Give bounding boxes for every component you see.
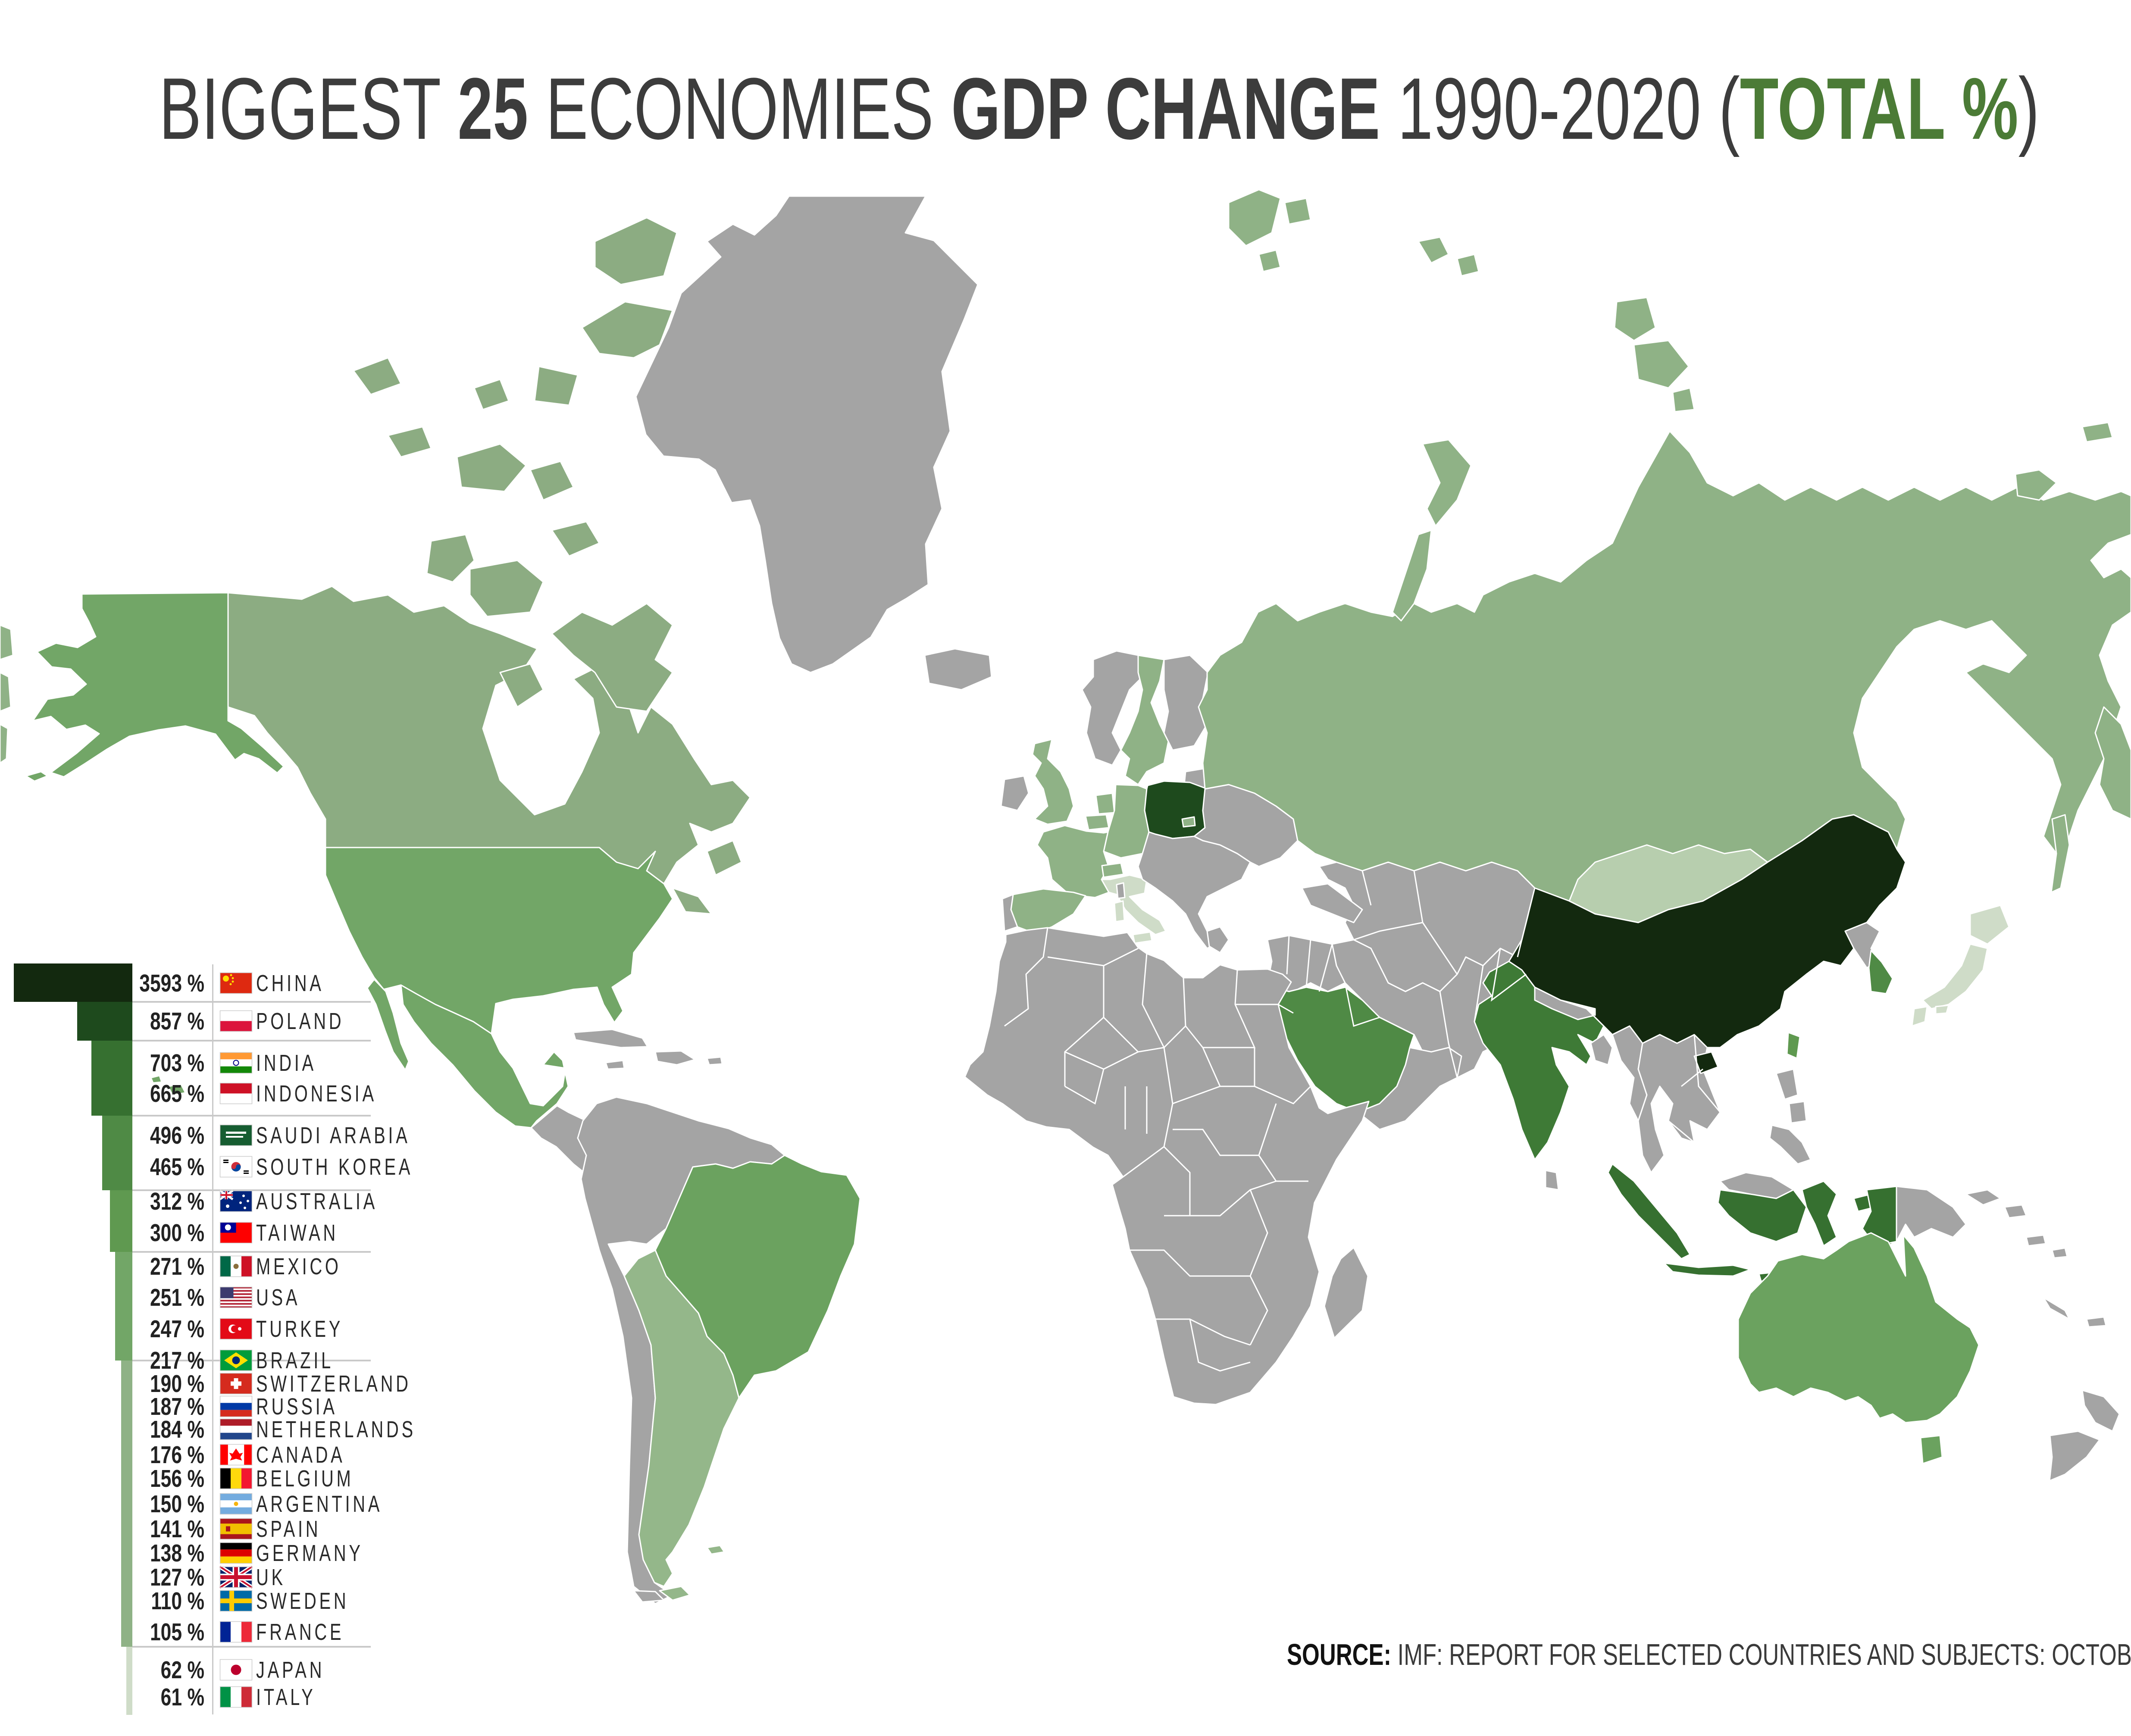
svg-text:465 %: 465 %: [150, 1153, 204, 1181]
svg-text:INDONESIA: INDONESIA: [256, 1081, 377, 1107]
svg-text:271 %: 271 %: [150, 1253, 204, 1280]
svg-text:RUSSIA: RUSSIA: [256, 1394, 338, 1420]
svg-text:SOURCE: IMF: REPORT FOR SELECT: SOURCE: IMF: REPORT FOR SELECTED COUNTRI…: [1287, 1638, 2131, 1672]
svg-text:187 %: 187 %: [150, 1393, 204, 1420]
svg-text:496 %: 496 %: [150, 1122, 204, 1149]
svg-text:150 %: 150 %: [150, 1490, 204, 1518]
svg-text:ITALY: ITALY: [256, 1684, 316, 1710]
svg-text:156 %: 156 %: [150, 1465, 204, 1492]
svg-text:BRAZIL: BRAZIL: [256, 1348, 334, 1373]
svg-text:312 %: 312 %: [150, 1188, 204, 1215]
svg-text:GERMANY: GERMANY: [256, 1540, 363, 1566]
svg-text:BIGGEST 25 ECONOMIES GDP CHANG: BIGGEST 25 ECONOMIES GDP CHANGE 1990-202…: [159, 60, 2040, 158]
svg-text:247 %: 247 %: [150, 1315, 204, 1343]
svg-text:3593 %: 3593 %: [139, 970, 204, 997]
svg-text:141 %: 141 %: [150, 1515, 204, 1543]
svg-text:61 %: 61 %: [161, 1683, 204, 1711]
svg-text:665 %: 665 %: [150, 1080, 204, 1107]
svg-text:AUSTRALIA: AUSTRALIA: [256, 1189, 378, 1214]
svg-text:SAUDI ARABIA: SAUDI ARABIA: [256, 1123, 410, 1148]
svg-text:UK: UK: [256, 1564, 286, 1590]
svg-text:857 %: 857 %: [150, 1007, 204, 1035]
svg-text:SWEDEN: SWEDEN: [256, 1588, 349, 1614]
svg-text:217 %: 217 %: [150, 1347, 204, 1374]
svg-text:MEXICO: MEXICO: [256, 1254, 341, 1279]
svg-text:300 %: 300 %: [150, 1219, 204, 1247]
svg-text:SWITZERLAND: SWITZERLAND: [256, 1371, 411, 1397]
svg-text:105 %: 105 %: [150, 1618, 204, 1646]
svg-text:NETHERLANDS: NETHERLANDS: [256, 1417, 416, 1442]
svg-text:FRANCE: FRANCE: [256, 1619, 344, 1645]
svg-text:JAPAN: JAPAN: [256, 1657, 325, 1683]
svg-text:TAIWAN: TAIWAN: [256, 1220, 338, 1246]
svg-text:176 %: 176 %: [150, 1441, 204, 1469]
svg-text:138 %: 138 %: [150, 1539, 204, 1567]
svg-text:127 %: 127 %: [150, 1564, 204, 1591]
svg-text:TURKEY: TURKEY: [256, 1316, 343, 1342]
svg-text:CHINA: CHINA: [256, 970, 324, 996]
svg-text:BELGIUM: BELGIUM: [256, 1466, 354, 1492]
svg-text:703 %: 703 %: [150, 1049, 204, 1077]
svg-text:184 %: 184 %: [150, 1416, 204, 1443]
svg-text:62 %: 62 %: [161, 1656, 204, 1684]
svg-text:110 %: 110 %: [151, 1587, 204, 1615]
svg-text:190 %: 190 %: [150, 1370, 204, 1398]
svg-text:CANADA: CANADA: [256, 1442, 345, 1468]
svg-text:SPAIN: SPAIN: [256, 1516, 321, 1542]
svg-text:251 %: 251 %: [150, 1284, 204, 1311]
svg-text:USA: USA: [256, 1285, 300, 1311]
svg-text:SOUTH KOREA: SOUTH KOREA: [256, 1154, 413, 1180]
svg-text:INDIA: INDIA: [256, 1050, 316, 1076]
svg-text:ARGENTINA: ARGENTINA: [256, 1491, 382, 1517]
svg-text:POLAND: POLAND: [256, 1008, 344, 1034]
